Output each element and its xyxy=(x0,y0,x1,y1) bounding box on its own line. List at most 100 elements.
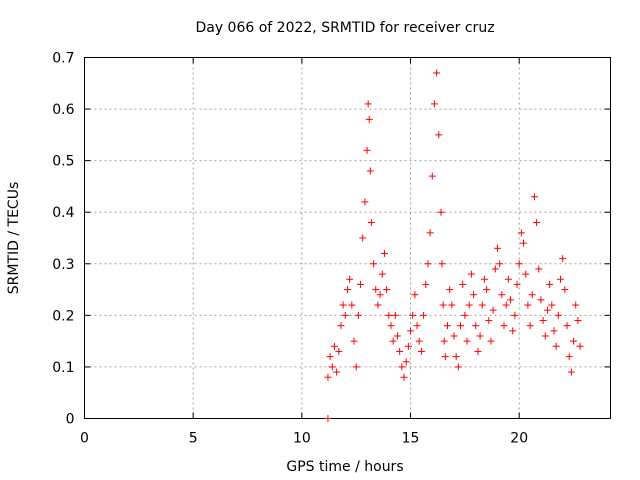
data-point xyxy=(339,301,347,309)
data-point xyxy=(324,373,332,381)
data-point xyxy=(476,332,484,340)
y-tick-label: 0.2 xyxy=(52,308,74,324)
data-point xyxy=(526,322,534,330)
data-point xyxy=(459,280,467,288)
data-point xyxy=(398,363,406,371)
data-point xyxy=(393,332,401,340)
data-point xyxy=(385,311,393,319)
data-point xyxy=(467,270,475,278)
data-point xyxy=(500,322,508,330)
data-point xyxy=(530,193,538,201)
data-point xyxy=(465,301,473,309)
data-point xyxy=(552,342,560,350)
grid-lines xyxy=(84,57,611,419)
data-point xyxy=(502,301,510,309)
data-point xyxy=(328,363,336,371)
data-point xyxy=(522,270,530,278)
data-point xyxy=(367,219,375,227)
data-point xyxy=(511,311,519,319)
data-point xyxy=(326,353,334,361)
data-point xyxy=(437,208,445,216)
data-point xyxy=(404,342,412,350)
data-point xyxy=(454,363,462,371)
data-point xyxy=(420,311,428,319)
data-point xyxy=(509,327,517,335)
data-point xyxy=(409,311,417,319)
data-point xyxy=(461,311,469,319)
data-point xyxy=(435,131,443,139)
y-tick-label: 0.5 xyxy=(52,154,74,170)
data-point xyxy=(357,280,365,288)
data-point xyxy=(374,301,382,309)
data-point xyxy=(572,301,580,309)
data-point xyxy=(472,322,480,330)
data-point xyxy=(517,229,525,237)
data-point xyxy=(515,260,523,268)
data-point xyxy=(354,311,362,319)
data-point xyxy=(520,239,528,247)
data-point xyxy=(489,306,497,314)
data-point xyxy=(370,260,378,268)
data-point xyxy=(372,286,380,294)
x-tick-label: 20 xyxy=(510,431,528,447)
data-point xyxy=(324,415,332,422)
data-point xyxy=(383,286,391,294)
plot-frame xyxy=(84,57,611,419)
data-point xyxy=(543,306,551,314)
data-point xyxy=(576,342,584,350)
data-point xyxy=(380,249,388,257)
y-tick-label: 0.4 xyxy=(52,205,74,221)
data-point xyxy=(554,311,562,319)
data-point xyxy=(478,301,486,309)
data-point xyxy=(346,275,354,283)
data-point xyxy=(407,327,415,335)
y-tick-label: 0.6 xyxy=(52,102,74,118)
data-point xyxy=(387,322,395,330)
data-point xyxy=(365,115,373,123)
y-tick-label: 0 xyxy=(66,412,75,428)
data-point xyxy=(565,353,573,361)
data-point xyxy=(487,337,495,345)
data-point xyxy=(363,146,371,154)
data-point xyxy=(485,317,493,325)
x-tick-label: 15 xyxy=(402,431,420,447)
data-point xyxy=(559,255,567,263)
data-point xyxy=(441,353,449,361)
data-point xyxy=(513,280,521,288)
x-tick-label: 0 xyxy=(80,431,89,447)
data-point xyxy=(361,198,369,206)
data-point xyxy=(415,337,423,345)
data-point xyxy=(417,347,425,355)
data-point xyxy=(448,301,456,309)
x-tick-label: 10 xyxy=(293,431,311,447)
data-point xyxy=(439,301,447,309)
data-point xyxy=(440,337,448,345)
data-point xyxy=(335,347,343,355)
data-point xyxy=(535,265,543,273)
data-point xyxy=(337,322,345,330)
data-point xyxy=(480,275,488,283)
data-point xyxy=(507,296,515,304)
data-point xyxy=(344,286,351,294)
data-point xyxy=(504,275,512,283)
data-point xyxy=(550,327,558,335)
data-point xyxy=(348,301,356,309)
data-point xyxy=(496,260,504,268)
data-point xyxy=(452,353,460,361)
data-points xyxy=(324,69,584,422)
data-point xyxy=(493,244,501,252)
data-point xyxy=(524,301,532,309)
y-tick-label: 0.7 xyxy=(52,51,74,67)
data-point xyxy=(352,363,360,371)
data-point xyxy=(457,322,465,330)
x-axis-label: GPS time / hours xyxy=(286,459,403,475)
data-point xyxy=(528,291,536,299)
data-point xyxy=(389,337,397,345)
y-tick-label: 0.3 xyxy=(52,257,74,273)
data-point xyxy=(428,172,436,180)
data-point xyxy=(364,100,372,108)
x-tick-label: 5 xyxy=(189,431,198,447)
data-point xyxy=(463,337,471,345)
data-point xyxy=(430,100,438,108)
